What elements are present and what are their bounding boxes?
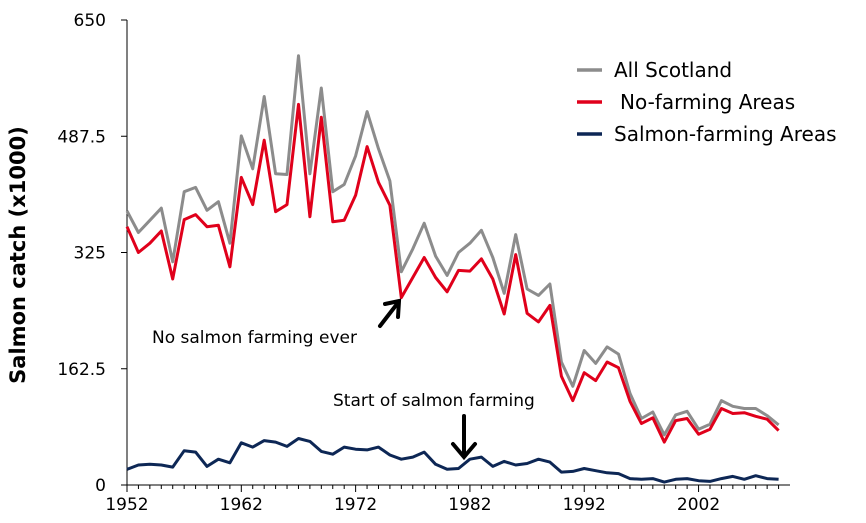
- legend-label-salmon-farming-areas: Salmon-farming Areas: [614, 122, 837, 146]
- y-axis-ticks: 0 162.5 325 487.5 650: [57, 11, 127, 496]
- series-line-all-scotland: [125, 54, 780, 437]
- y-tick-label: 162.5: [57, 360, 106, 380]
- annotation-start-farming: Start of salmon farming: [333, 391, 535, 411]
- y-axis-label: Salmon catch (x1000): [6, 126, 30, 384]
- y-tick-label: 650: [74, 11, 106, 31]
- annotation-no-farming: No salmon farming ever: [152, 328, 357, 348]
- legend-label-no-farming-areas: No-farming Areas: [620, 90, 795, 114]
- legend-label-all-scotland: All Scotland: [614, 58, 732, 82]
- series-line-no-farming-areas: [125, 102, 780, 444]
- x-tick-label: 1962: [220, 495, 263, 515]
- annotation-arrow-no-farming: [378, 302, 399, 328]
- x-tick-label: 1972: [334, 495, 377, 515]
- y-tick-label: 487.5: [57, 127, 106, 147]
- x-tick-label: 2002: [677, 495, 720, 515]
- series-line-salmon-farming-areas: [126, 437, 779, 484]
- legend: All Scotland No-farming Areas Salmon-farmi…: [577, 58, 837, 146]
- x-tick-label: 1952: [105, 495, 148, 515]
- annotation-arrowhead-start-farming: [451, 442, 477, 461]
- annotation-arrowhead-no-farming: [383, 298, 402, 319]
- x-axis-ticks: 1952 1962 1972 1982 1992 2002: [105, 485, 780, 515]
- x-tick-label: 1992: [563, 495, 606, 515]
- y-tick-label: 0: [95, 476, 106, 496]
- x-tick-label: 1982: [448, 495, 491, 515]
- series-lines: [125, 54, 780, 484]
- y-tick-label: 325: [74, 244, 106, 264]
- annotations: No salmon farming ever Start of salmon fa…: [152, 298, 535, 461]
